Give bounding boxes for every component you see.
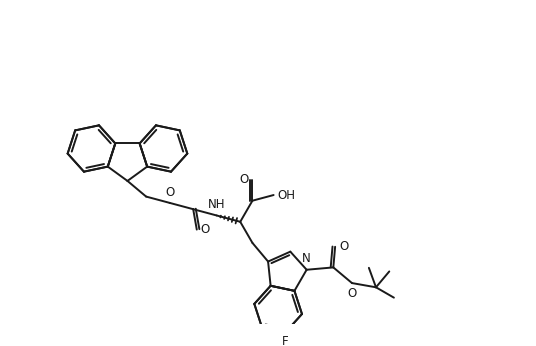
- Text: NH: NH: [208, 198, 226, 211]
- Text: O: O: [200, 223, 210, 236]
- Text: N: N: [302, 252, 311, 265]
- Text: O: O: [347, 287, 356, 300]
- Text: O: O: [165, 186, 174, 199]
- Text: OH: OH: [277, 189, 295, 201]
- Text: F: F: [282, 335, 289, 346]
- Text: O: O: [240, 173, 249, 186]
- Text: O: O: [339, 240, 348, 253]
